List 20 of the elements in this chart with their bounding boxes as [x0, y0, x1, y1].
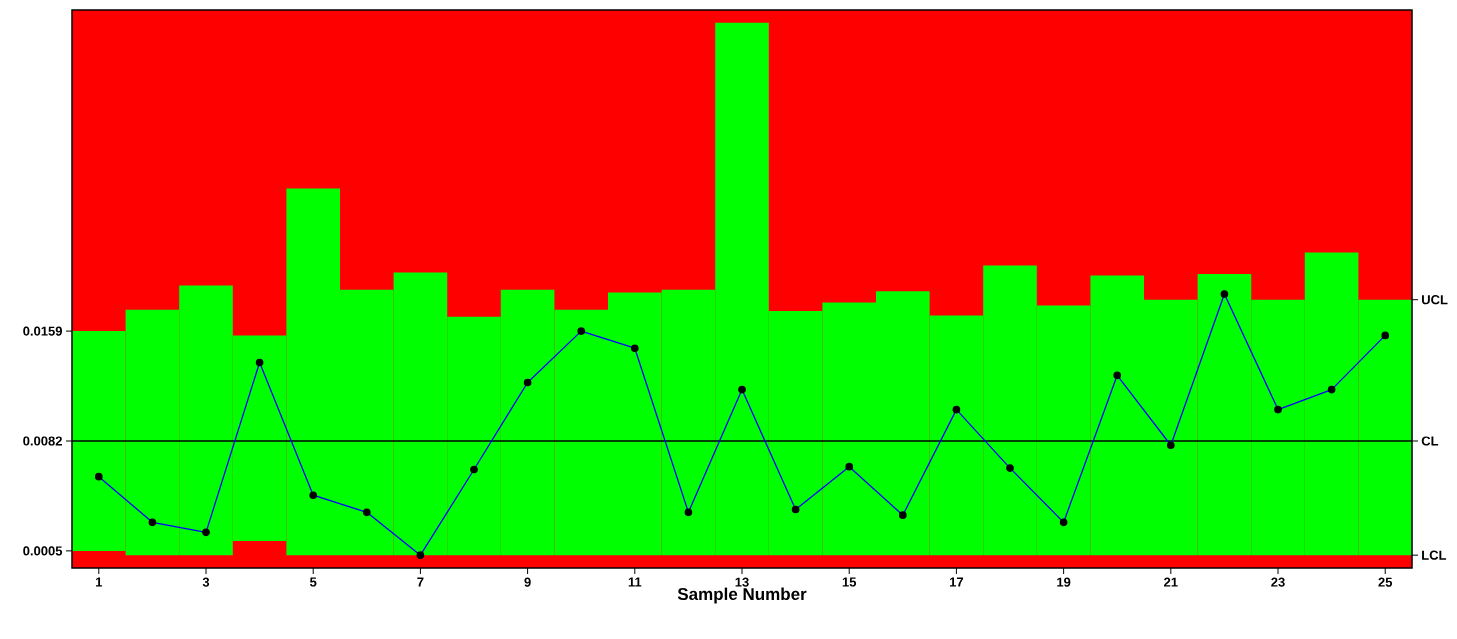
x-tick-label: 25 [1378, 577, 1393, 587]
x-tick-label: 19 [1057, 577, 1071, 587]
x-tick-label: 9 [524, 577, 531, 587]
text: LCL [1422, 550, 1447, 560]
text: UCL [1422, 295, 1448, 305]
y-tick-label: 0.0005 [23, 546, 63, 556]
x-tick-label: 21 [1164, 577, 1178, 587]
x-tick-label: 17 [949, 577, 964, 587]
x-tick-label: 13 [735, 577, 749, 587]
ref-line-label: CL [1421, 436, 1439, 446]
x-axis-title: Sample Number [677, 587, 807, 604]
y-tick-label: 0.0159 [23, 326, 62, 336]
x-tick-label: 11 [628, 577, 642, 587]
x-tick-label: 15 [842, 577, 857, 587]
y-tick-label: 0.0082 [23, 436, 62, 446]
x-tick-label: 5 [310, 577, 317, 587]
x-tick-label: 7 [417, 577, 424, 587]
x-tick-label: 23 [1271, 577, 1285, 587]
x-tick-label: 1 [96, 577, 103, 587]
x-tick-label: 3 [202, 577, 210, 587]
